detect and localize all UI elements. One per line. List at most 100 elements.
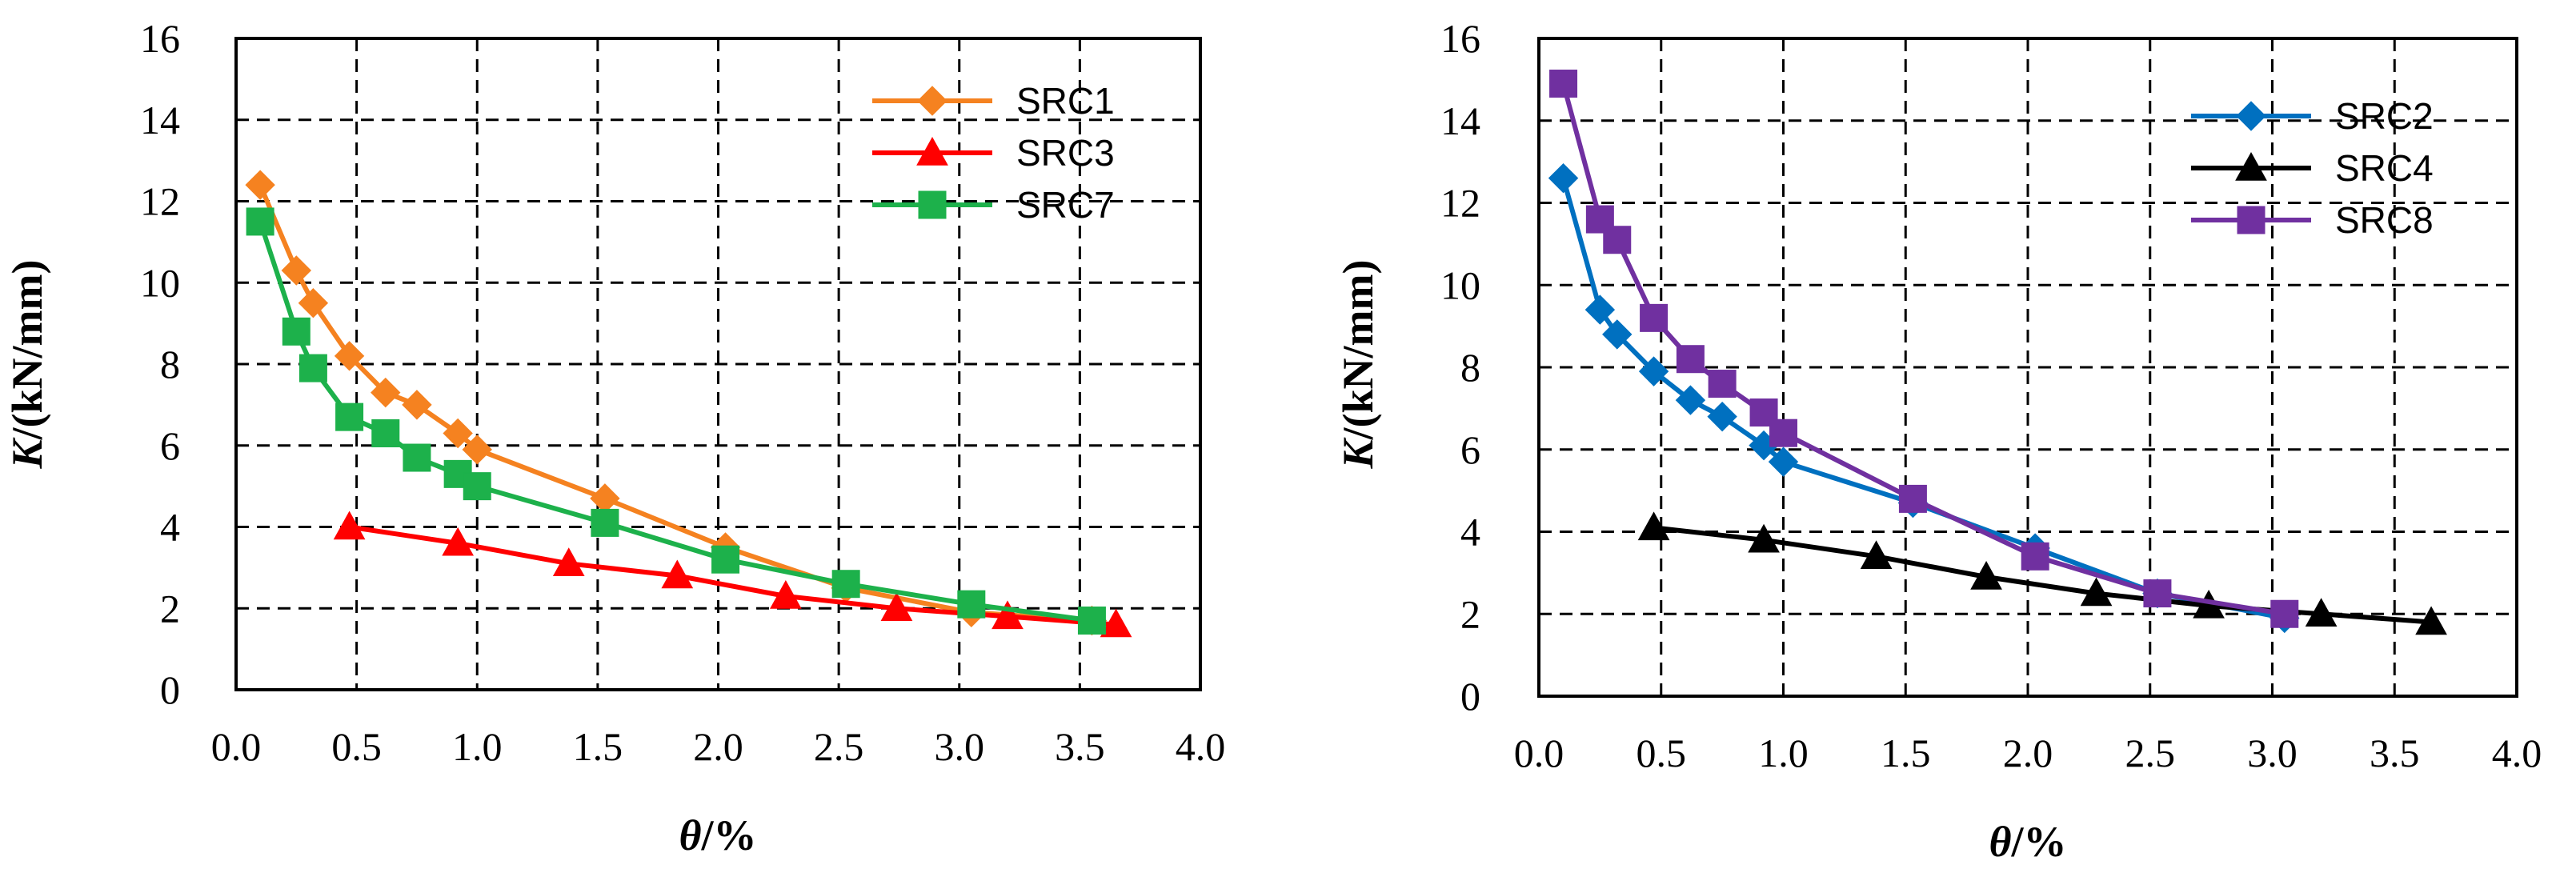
data-point-src8 bbox=[1676, 345, 1705, 374]
data-point-src1 bbox=[402, 390, 432, 420]
legend-marker-src1 bbox=[917, 86, 947, 116]
legend: SRC2 SRC4 SRC8 bbox=[2191, 95, 2434, 241]
y-tick-label: 4 bbox=[160, 505, 180, 550]
data-point-src3 bbox=[661, 559, 694, 589]
x-tick-label: 1.0 bbox=[1758, 731, 1809, 775]
data-point-src1 bbox=[334, 341, 365, 371]
data-point-src3 bbox=[770, 579, 802, 609]
data-point-src8 bbox=[1898, 484, 1927, 513]
data-point-src2 bbox=[1675, 385, 1706, 415]
y-tick-label: 12 bbox=[1440, 181, 1480, 226]
data-point-src7 bbox=[463, 472, 491, 501]
data-point-src3 bbox=[880, 592, 913, 621]
y-tick-label: 14 bbox=[1440, 98, 1480, 143]
legend-label-src4: SRC4 bbox=[2335, 147, 2434, 189]
y-tick-label: 10 bbox=[140, 260, 180, 305]
data-point-src1 bbox=[281, 255, 312, 286]
data-point-src7 bbox=[957, 590, 986, 619]
y-tick-label: 14 bbox=[140, 98, 180, 142]
data-point-src4 bbox=[2305, 598, 2338, 627]
data-point-src7 bbox=[403, 443, 431, 472]
series-line-src3 bbox=[349, 524, 1116, 627]
data-point-src8 bbox=[1549, 70, 1578, 98]
x-tick-label: 2.5 bbox=[2125, 731, 2176, 775]
y-tick-label: 16 bbox=[1440, 16, 1480, 61]
series-line-src4 bbox=[1653, 525, 2432, 625]
data-point-src1 bbox=[298, 287, 329, 318]
data-point-src3 bbox=[552, 547, 585, 576]
y-tick-label: 6 bbox=[1460, 427, 1480, 472]
x-tick-label: 1.5 bbox=[573, 724, 623, 769]
legend-marker-src2 bbox=[2236, 101, 2266, 131]
data-point-src2 bbox=[1548, 162, 1579, 194]
data-point-src8 bbox=[1603, 226, 1632, 254]
data-point-src8 bbox=[1708, 370, 1737, 398]
data-point-src7 bbox=[282, 317, 310, 346]
x-tick-label: 0.5 bbox=[1637, 731, 1687, 775]
data-point-src7 bbox=[591, 508, 619, 537]
data-point-src3 bbox=[992, 600, 1024, 630]
x-tick-label: 1.0 bbox=[452, 724, 503, 769]
series-src3 bbox=[333, 511, 1132, 638]
y-axis-title: K/(kN/mm) bbox=[3, 260, 51, 470]
data-point-src8 bbox=[1640, 303, 1669, 332]
x-tick-label: 4.0 bbox=[2492, 731, 2542, 775]
data-point-src3 bbox=[442, 527, 474, 556]
x-tick-label: 1.5 bbox=[1881, 731, 1931, 775]
legend-marker-src8 bbox=[2237, 206, 2266, 234]
legend-label-src1: SRC1 bbox=[1016, 80, 1115, 122]
data-point-src2 bbox=[1707, 401, 1737, 432]
data-point-src2 bbox=[1602, 319, 1633, 350]
data-point-src7 bbox=[831, 570, 860, 599]
x-tick-label: 4.0 bbox=[1176, 724, 1226, 769]
data-point-src3 bbox=[1100, 608, 1132, 638]
data-point-src8 bbox=[1769, 418, 1797, 447]
legend-label-src7: SRC7 bbox=[1016, 184, 1115, 226]
data-point-src7 bbox=[371, 418, 400, 447]
y-tick-label: 4 bbox=[1460, 510, 1480, 555]
data-point-src4 bbox=[1637, 511, 1670, 541]
y-tick-label: 8 bbox=[1460, 345, 1480, 390]
legend-label-src3: SRC3 bbox=[1016, 132, 1115, 174]
data-point-src7 bbox=[711, 545, 740, 574]
legend-marker-src7 bbox=[918, 190, 947, 219]
x-axis-title: θ/% bbox=[679, 811, 756, 859]
data-point-src2 bbox=[1768, 447, 1799, 477]
y-tick-label: 10 bbox=[1440, 262, 1480, 307]
x-tick-label: 3.0 bbox=[935, 724, 985, 769]
legend-marker-src4 bbox=[2235, 151, 2267, 181]
data-point-src7 bbox=[298, 354, 327, 382]
x-tick-label: 0.5 bbox=[331, 724, 382, 769]
data-point-src4 bbox=[2415, 606, 2447, 635]
chart-right: 0 2 4 6 8 10 12 14 16 0.0 0.5 1.0 1.5 2.0 2.5 3.0 3.5 4.0… bbox=[1334, 16, 2542, 866]
series-src4 bbox=[1637, 511, 2447, 635]
data-point-src7 bbox=[335, 402, 364, 431]
series-src8 bbox=[1549, 70, 2299, 628]
data-point-src1 bbox=[245, 170, 275, 200]
legend-label-src2: SRC2 bbox=[2335, 95, 2434, 137]
x-tick-label: 3.0 bbox=[2247, 731, 2298, 775]
data-point-src1 bbox=[462, 434, 492, 465]
y-tick-label: 2 bbox=[1460, 591, 1480, 636]
x-tick-label: 3.5 bbox=[1055, 724, 1105, 769]
legend-marker-src3 bbox=[916, 136, 948, 166]
x-tick-label: 2.5 bbox=[814, 724, 864, 769]
x-tick-label: 3.5 bbox=[2370, 731, 2420, 775]
y-tick-label: 6 bbox=[160, 423, 180, 468]
y-tick-label: 12 bbox=[140, 179, 180, 224]
legend: SRC1 SRC3 SRC7 bbox=[872, 80, 1115, 226]
data-point-src8 bbox=[2143, 579, 2172, 608]
data-point-src2 bbox=[1584, 294, 1616, 325]
data-point-src3 bbox=[333, 511, 366, 540]
x-tick-label: 2.0 bbox=[2003, 731, 2053, 775]
data-point-src1 bbox=[443, 418, 473, 449]
y-axis-title: K/(kN/mm) bbox=[1334, 260, 1382, 470]
x-tick-label: 2.0 bbox=[693, 724, 743, 769]
data-point-src4 bbox=[1748, 523, 1780, 553]
series-src7 bbox=[246, 207, 1106, 635]
x-tick-label: 0.0 bbox=[1514, 731, 1564, 775]
y-tick-label: 2 bbox=[160, 586, 180, 631]
data-point-src4 bbox=[2080, 577, 2113, 607]
x-tick-label: 0.0 bbox=[211, 724, 262, 769]
